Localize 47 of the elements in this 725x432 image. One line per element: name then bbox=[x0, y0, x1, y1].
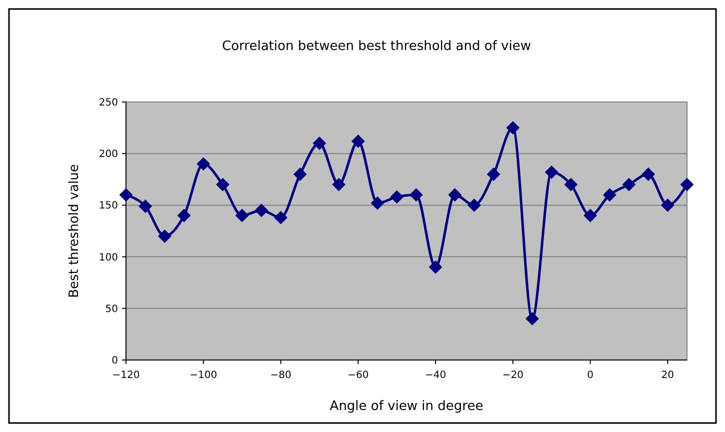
point bbox=[660, 198, 674, 212]
point bbox=[138, 200, 152, 213]
point bbox=[119, 188, 133, 202]
point bbox=[158, 229, 172, 243]
point bbox=[486, 168, 500, 181]
point bbox=[642, 168, 656, 181]
x-tick-label: −40 bbox=[424, 370, 446, 381]
y-tick-label: 200 bbox=[98, 149, 118, 160]
y-tick-label: 0 bbox=[112, 356, 118, 366]
y-tick-label: 50 bbox=[105, 304, 118, 315]
y-tick-label: 250 bbox=[98, 98, 118, 108]
x-tick-label: 20 bbox=[661, 370, 674, 381]
x-tick-label: −60 bbox=[348, 370, 369, 381]
x-tick-label: 0 bbox=[587, 370, 594, 381]
y-tick-label: 150 bbox=[98, 200, 118, 212]
x-axis-title: Angle of view in degree bbox=[330, 399, 484, 414]
chart-title: Correlation between best threshold and of view bbox=[222, 39, 532, 54]
point bbox=[468, 198, 481, 212]
point bbox=[584, 208, 597, 222]
point bbox=[564, 178, 578, 192]
point bbox=[428, 260, 442, 274]
x-tick-label: −100 bbox=[190, 370, 218, 381]
point bbox=[390, 190, 404, 204]
point bbox=[370, 196, 384, 210]
x-tick-label: −80 bbox=[270, 370, 292, 381]
point bbox=[332, 178, 346, 192]
x-tick-label: −20 bbox=[502, 370, 524, 381]
point bbox=[312, 136, 326, 150]
point bbox=[274, 210, 288, 224]
point bbox=[196, 157, 210, 171]
point bbox=[506, 121, 520, 135]
point bbox=[526, 312, 539, 326]
point bbox=[177, 208, 191, 222]
y-tick-label: 100 bbox=[98, 252, 118, 264]
point bbox=[448, 188, 462, 202]
point bbox=[680, 178, 694, 192]
point bbox=[293, 168, 307, 181]
point bbox=[409, 188, 423, 202]
y-axis-title: Best threshold value bbox=[67, 164, 82, 298]
point bbox=[235, 208, 249, 222]
point bbox=[622, 178, 636, 192]
point bbox=[216, 178, 230, 192]
point bbox=[351, 134, 365, 148]
point bbox=[602, 188, 616, 202]
point bbox=[544, 165, 558, 179]
x-tick-label: −120 bbox=[112, 370, 140, 381]
point bbox=[254, 204, 268, 218]
